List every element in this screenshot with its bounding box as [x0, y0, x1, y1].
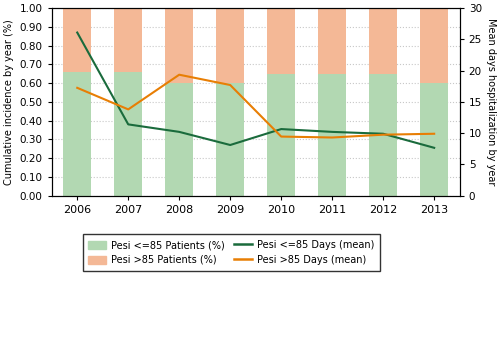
Pesi <=85 Days (mean)	[176, 130, 182, 134]
Pesi <=85 Days (mean)	[227, 143, 233, 147]
Pesi >85 Days (mean)	[329, 136, 335, 140]
Pesi <=85 Days (mean)	[278, 127, 284, 131]
Bar	[114, 8, 142, 72]
Pesi <=85 Days (mean)	[74, 31, 80, 35]
Pesi >85 Days (mean)	[278, 135, 284, 139]
Y-axis label: Mean days hospitalization by year: Mean days hospitalization by year	[486, 18, 496, 185]
Pesi >85 Days (mean)	[125, 107, 131, 112]
Pesi <=85 Days (mean)	[431, 146, 437, 150]
Pesi <=85 Days (mean)	[329, 130, 335, 134]
Bar	[267, 74, 295, 196]
Pesi >85 Days (mean)	[431, 132, 437, 136]
Bar	[114, 72, 142, 196]
Bar	[369, 74, 397, 196]
Bar	[63, 8, 92, 72]
Bar	[63, 72, 92, 196]
Bar	[165, 83, 193, 196]
Bar	[420, 8, 448, 83]
Pesi >85 Days (mean)	[380, 133, 386, 137]
Bar	[369, 8, 397, 74]
Line: Pesi <=85 Days (mean): Pesi <=85 Days (mean)	[77, 33, 434, 148]
Pesi <=85 Days (mean)	[125, 122, 131, 126]
Bar	[267, 8, 295, 74]
Bar	[318, 74, 346, 196]
Line: Pesi >85 Days (mean): Pesi >85 Days (mean)	[77, 75, 434, 138]
Legend: Pesi <=85 Patients (%), Pesi >85 Patients (%), Pesi <=85 Days (mean), Pesi >85 D: Pesi <=85 Patients (%), Pesi >85 Patient…	[82, 234, 380, 271]
Pesi >85 Days (mean)	[176, 73, 182, 77]
Pesi <=85 Days (mean)	[380, 132, 386, 136]
Bar	[165, 8, 193, 83]
Pesi >85 Days (mean)	[227, 83, 233, 87]
Bar	[318, 8, 346, 74]
Bar	[216, 8, 244, 83]
Y-axis label: Cumulative incidence by year (%): Cumulative incidence by year (%)	[4, 19, 14, 185]
Bar	[216, 83, 244, 196]
Bar	[420, 83, 448, 196]
Pesi >85 Days (mean)	[74, 86, 80, 90]
